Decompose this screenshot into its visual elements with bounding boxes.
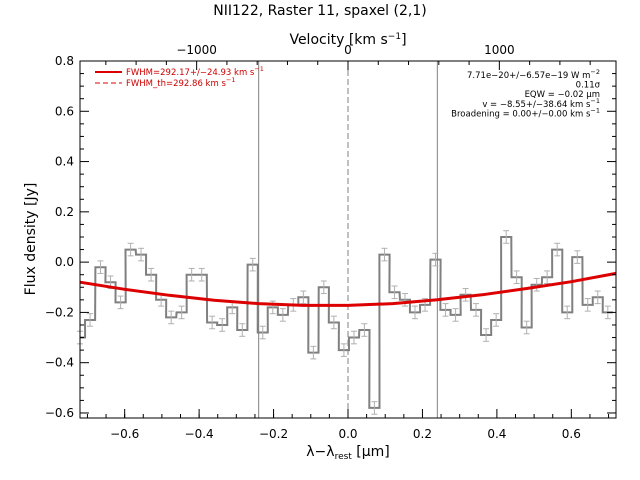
y-tick-label: −0.2 — [45, 305, 74, 319]
legend-label: FWHM_th=292.86 km s−1 — [126, 76, 235, 89]
spectrum-histogram — [80, 236, 613, 409]
x-tick-label: 0.0 — [338, 427, 357, 441]
top-tick-label: −1000 — [176, 43, 217, 57]
x-tick-label: −0.4 — [185, 427, 214, 441]
top-tick-label: 1000 — [484, 43, 515, 57]
y-tick-label: −0.4 — [45, 356, 74, 370]
x-tick-label: 0.2 — [413, 427, 432, 441]
y-tick-label: 0.8 — [55, 54, 74, 68]
y-tick-label: 0.0 — [55, 255, 74, 269]
top-axis-label: Velocity [km s−1] — [289, 32, 406, 48]
fit-annotation: 0.11σ — [576, 81, 601, 91]
plot-area: −0.6 −0.4 −0.2 0.0 0.2 0.4 0.6 −0.6 −0.4 −0.2 0.0 0… — [45, 43, 617, 441]
x-tick-label: −0.2 — [259, 427, 288, 441]
x-axis-label: λ−λrest [μm] — [306, 444, 390, 462]
fit-annotation: v = −8.55+/−38.64 km s−1 — [482, 97, 600, 110]
y-tick-label: 0.6 — [55, 104, 74, 118]
top-tick-label: 0 — [344, 43, 352, 57]
fit-annotation: EQW = −0.02 μm — [525, 90, 600, 100]
fit-annotation: 7.71e−20+/−6.57e−19 W m−2 — [467, 68, 600, 81]
y-tick-label: 0.4 — [55, 155, 74, 169]
legend-label: FWHM=292.17+/−24.93 km s−1 — [126, 65, 264, 78]
x-tick-label: −0.6 — [110, 427, 139, 441]
y-axis-label: Flux density [Jy] — [23, 183, 39, 296]
chart-title: NII122, Raster 11, spaxel (2,1) — [213, 3, 426, 19]
x-tick-label: 0.6 — [562, 427, 581, 441]
x-tick-label: 0.4 — [487, 427, 506, 441]
y-tick-label: −0.6 — [45, 406, 74, 420]
y-tick-label: 0.2 — [55, 205, 74, 219]
fit-annotation: Broadening = 0.00+/−0.00 km s−1 — [451, 106, 600, 119]
fit-curve — [79, 271, 617, 307]
